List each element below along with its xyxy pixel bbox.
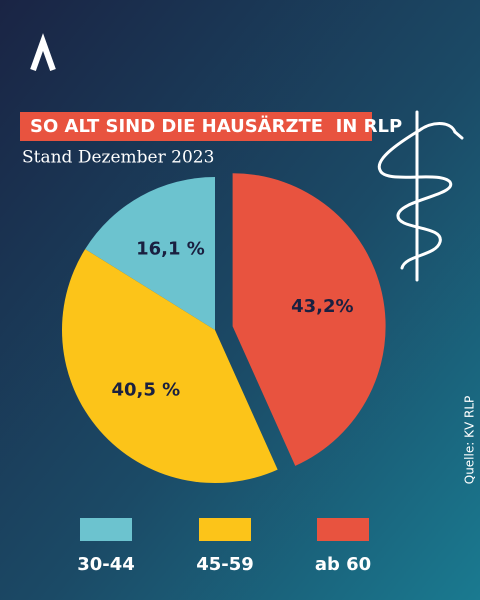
source: Quelle: KV RLP [463,396,477,485]
legend-label: 45-59 [196,554,254,575]
pie-slice [232,173,386,466]
legend-swatch [317,518,369,541]
pie-slice [85,177,215,330]
legend-swatch [80,518,132,541]
chart-subtitle: Stand Dezember 2023 [22,148,214,168]
value-label: 16,1 % [136,239,205,260]
legend-label: 30-44 [77,554,135,575]
legend-label: ab 60 [315,554,371,575]
legend-swatch [199,518,251,541]
pie-slice [61,249,278,484]
value-label: 40,5 % [111,379,180,400]
title-box [20,112,372,141]
chart-title: SO ALT SIND DIE HAUSÄRZTE IN RLP [30,115,402,137]
logo [30,33,56,72]
asclepius-icon [377,110,464,282]
value-label: 43,2% [291,296,353,317]
